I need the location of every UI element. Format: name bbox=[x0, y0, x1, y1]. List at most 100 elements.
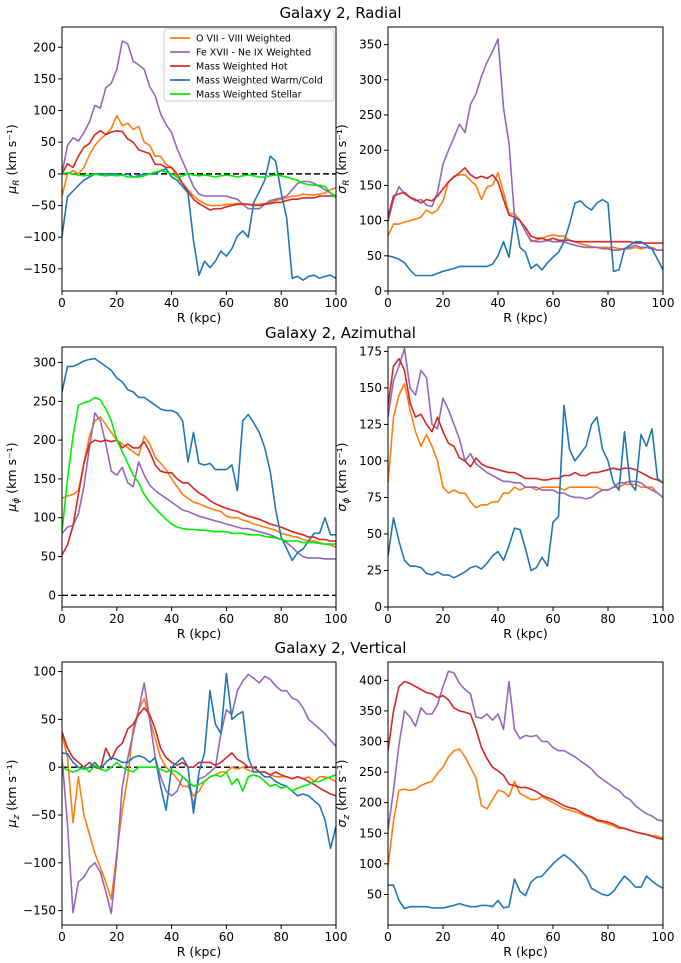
x-tick-label: 60 bbox=[219, 612, 234, 626]
axes-frame bbox=[387, 661, 664, 926]
axes-frame bbox=[61, 26, 337, 292]
x-tick-label: 20 bbox=[435, 296, 450, 310]
x-tick-label: 100 bbox=[325, 296, 348, 310]
x-tick-label: 20 bbox=[109, 612, 124, 626]
x-axis-label: R (kpc) bbox=[177, 310, 221, 325]
y-tick-label: 50 bbox=[367, 887, 382, 901]
y-tick-label: 25 bbox=[367, 563, 382, 577]
y-axis-label: μz (km s⁻¹) bbox=[4, 760, 22, 829]
panel-mu_z: 0 20 40 60 80 100 −150 −100 −50 0 50 100 R (kpc) μz (… bbox=[4, 661, 348, 959]
legend-label: Mass Weighted Warm/Cold bbox=[196, 76, 323, 87]
y-tick-label: −150 bbox=[23, 904, 56, 918]
y-tick-label: 200 bbox=[359, 143, 382, 157]
x-tick-label: 40 bbox=[164, 612, 179, 626]
y-tick-label: 200 bbox=[359, 796, 382, 810]
series-line bbox=[388, 670, 663, 831]
y-tick-label: 300 bbox=[359, 73, 382, 87]
x-tick-label: 60 bbox=[219, 296, 234, 310]
series-line bbox=[62, 155, 336, 281]
y-tick-label: −50 bbox=[31, 199, 56, 213]
x-axis-label: R (kpc) bbox=[177, 626, 221, 641]
y-tick-label: 400 bbox=[359, 673, 382, 687]
panel-sigma_z: 0 20 40 60 80 100 50 100 150 200 250 300 350 400 R (kp… bbox=[334, 661, 675, 959]
x-tick-label: 100 bbox=[325, 612, 348, 626]
y-tick-label: 100 bbox=[359, 214, 382, 228]
y-tick-label: −50 bbox=[31, 808, 56, 822]
x-axis-label: R (kpc) bbox=[503, 944, 547, 959]
y-tick-label: 200 bbox=[33, 433, 56, 447]
series-line bbox=[388, 38, 663, 251]
x-tick-label: 0 bbox=[58, 612, 66, 626]
axes-frame bbox=[61, 661, 337, 926]
x-tick-label: 40 bbox=[490, 296, 505, 310]
series-line bbox=[62, 697, 336, 900]
x-tick-label: 60 bbox=[219, 930, 234, 944]
y-tick-label: 350 bbox=[359, 704, 382, 718]
x-tick-label: 60 bbox=[545, 612, 560, 626]
x-tick-label: 20 bbox=[435, 612, 450, 626]
panel-mu_R: 0 20 40 60 80 100 −150 −100 −50 0 50 100 150 200 R (kp… bbox=[4, 26, 348, 325]
x-tick-label: 100 bbox=[652, 612, 675, 626]
x-tick-label: 80 bbox=[600, 296, 615, 310]
x-tick-label: 40 bbox=[164, 930, 179, 944]
x-tick-label: 60 bbox=[545, 296, 560, 310]
y-tick-label: 75 bbox=[367, 490, 382, 504]
y-tick-label: 100 bbox=[33, 511, 56, 525]
x-tick-label: 40 bbox=[164, 296, 179, 310]
legend-label: O VII - VIII Weighted bbox=[196, 34, 291, 45]
series-line bbox=[62, 357, 336, 562]
axes-frame bbox=[387, 26, 664, 292]
legend-label: Mass Weighted Stellar bbox=[196, 90, 302, 101]
series-line bbox=[62, 673, 336, 915]
y-tick-label: 50 bbox=[41, 135, 56, 149]
row-title-azimuthal: Galaxy 2, Azimuthal bbox=[265, 324, 416, 342]
x-tick-label: 0 bbox=[58, 930, 66, 944]
series-line bbox=[388, 171, 663, 251]
series-line bbox=[388, 357, 663, 484]
y-tick-label: 100 bbox=[33, 104, 56, 118]
y-tick-label: 250 bbox=[359, 108, 382, 122]
x-tick-label: 0 bbox=[384, 930, 392, 944]
y-tick-label: 0 bbox=[48, 588, 56, 602]
y-axis-label: μR (km s⁻¹) bbox=[4, 124, 22, 194]
x-tick-label: 20 bbox=[435, 930, 450, 944]
y-tick-label: 300 bbox=[33, 356, 56, 370]
x-tick-label: 0 bbox=[58, 296, 66, 310]
series-line bbox=[62, 439, 336, 556]
y-tick-label: 150 bbox=[359, 826, 382, 840]
legend-label: Fe XVII - Ne IX Weighted bbox=[196, 48, 311, 59]
series-line bbox=[62, 761, 336, 792]
panel-sigma_phi: 0 20 40 60 80 100 0 25 50 75 100 125 150 175 R (kpc) σϕ… bbox=[334, 344, 674, 641]
series-line bbox=[388, 167, 663, 244]
x-tick-label: 60 bbox=[545, 930, 560, 944]
x-tick-label: 100 bbox=[652, 930, 675, 944]
series-line bbox=[62, 707, 336, 797]
row-title-vertical: Galaxy 2, Vertical bbox=[275, 639, 407, 657]
x-tick-label: 20 bbox=[109, 296, 124, 310]
y-tick-label: −100 bbox=[23, 856, 56, 870]
series-line bbox=[62, 130, 336, 211]
y-tick-label: 150 bbox=[359, 381, 382, 395]
panel-mu_phi: 0 20 40 60 80 100 0 50 100 150 200 250 300 R (kpc) μϕ … bbox=[4, 346, 348, 641]
y-tick-label: 250 bbox=[33, 394, 56, 408]
y-axis-label: σz (km s⁻¹) bbox=[334, 760, 352, 828]
x-tick-label: 0 bbox=[384, 612, 392, 626]
x-axis-label: R (kpc) bbox=[503, 310, 547, 325]
series-line bbox=[62, 396, 336, 545]
y-tick-label: 0 bbox=[48, 760, 56, 774]
y-tick-label: −100 bbox=[23, 230, 56, 244]
y-tick-label: 175 bbox=[359, 344, 382, 358]
y-tick-label: 150 bbox=[359, 178, 382, 192]
y-tick-label: 150 bbox=[33, 72, 56, 86]
axes-frame bbox=[61, 346, 337, 608]
series-line bbox=[62, 114, 336, 207]
y-axis-label: μϕ (km s⁻¹) bbox=[4, 442, 22, 512]
y-axis-label: σϕ (km s⁻¹) bbox=[334, 442, 352, 511]
row-title-radial: Galaxy 2, Radial bbox=[279, 4, 401, 22]
x-tick-label: 40 bbox=[490, 612, 505, 626]
x-tick-label: 100 bbox=[325, 930, 348, 944]
series-line bbox=[388, 404, 663, 579]
axes-frame bbox=[387, 346, 664, 608]
x-axis-label: R (kpc) bbox=[177, 944, 221, 959]
